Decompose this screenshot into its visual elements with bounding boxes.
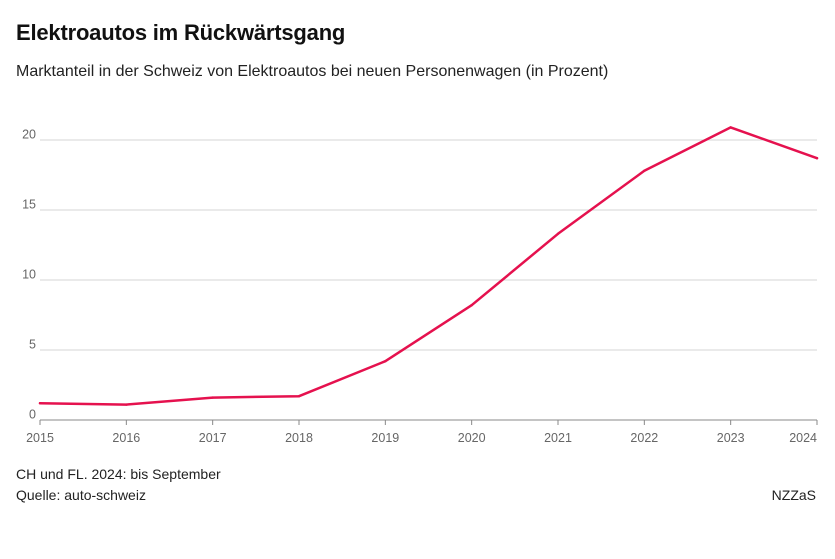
x-axis-ticks: 2015 2016 2017 2018 2019 2020 2021 2022 2023 2024 (26, 420, 818, 445)
x-tick-label: 2020 (458, 431, 486, 445)
x-tick-label: 2021 (544, 431, 572, 445)
series-layer (38, 126, 819, 406)
x-tick-label: 2019 (371, 431, 399, 445)
data-point (643, 169, 646, 172)
x-tick-label: 2024 (789, 431, 817, 445)
data-point (729, 126, 732, 129)
chart-subtitle: Marktanteil in der Schweiz von Elektroau… (16, 63, 609, 80)
data-point (470, 304, 473, 307)
y-tick-label: 15 (22, 198, 36, 212)
gridlines (40, 139, 817, 421)
x-tick-label: 2023 (717, 431, 745, 445)
y-tick-label: 20 (22, 128, 36, 142)
data-point (815, 157, 819, 160)
x-tick-label: 2017 (199, 431, 227, 445)
footnote: CH und FL. 2024: bis September (16, 466, 221, 482)
x-tick-label: 2022 (630, 431, 658, 445)
y-axis-ticks: 0 5 10 15 20 (22, 128, 36, 422)
brand-label: NZZaS (771, 487, 816, 503)
y-tick-label: 0 (29, 408, 36, 422)
series-line (38, 126, 819, 406)
data-point (38, 402, 42, 405)
y-tick-label: 5 (29, 338, 36, 352)
x-tick-label: 2018 (285, 431, 313, 445)
data-point (556, 232, 560, 235)
x-tick-label: 2016 (112, 431, 140, 445)
data-point (384, 360, 387, 363)
data-point (211, 396, 214, 399)
y-tick-label: 10 (22, 268, 36, 282)
chart-title: Elektroautos im Rückwärtsgang (16, 20, 346, 45)
data-point (125, 403, 128, 406)
data-point (297, 395, 301, 398)
x-tick-label: 2015 (26, 431, 54, 445)
source-note: Quelle: auto-schweiz (16, 487, 146, 503)
